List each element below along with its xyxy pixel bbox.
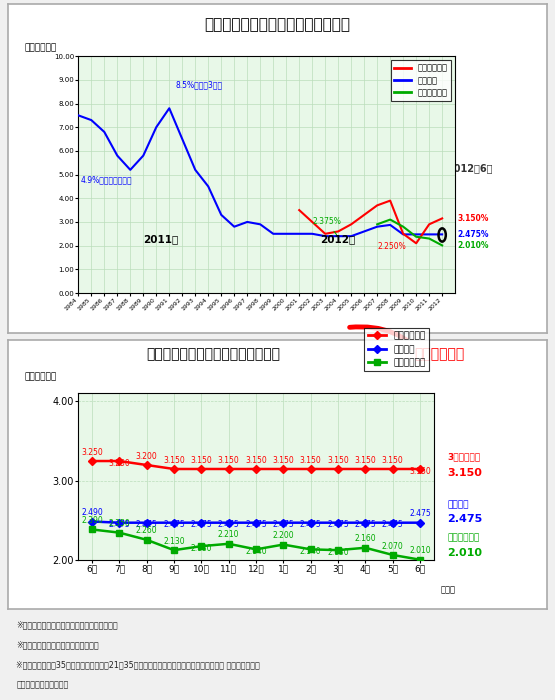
Text: （年率・％）: （年率・％） <box>24 372 57 381</box>
Text: 2.010: 2.010 <box>409 546 431 555</box>
Text: 2.130: 2.130 <box>327 548 349 557</box>
Text: 3.250: 3.250 <box>81 448 103 456</box>
Text: 2.475: 2.475 <box>136 521 158 529</box>
Text: 2.475: 2.475 <box>163 521 185 529</box>
Text: 2.070: 2.070 <box>382 542 403 550</box>
Text: 変動金利: 変動金利 <box>447 500 469 510</box>
Text: 2.375%: 2.375% <box>312 217 341 234</box>
Text: 2.475: 2.475 <box>218 521 240 529</box>
Text: 2.010: 2.010 <box>447 547 482 557</box>
Text: 2.475: 2.475 <box>447 514 482 524</box>
Text: 4.9%（昭和６２年）: 4.9%（昭和６２年） <box>81 175 133 184</box>
Legend: ３年固定金利, 変動金利, フラット３５: ３年固定金利, 変動金利, フラット３５ <box>365 328 429 371</box>
Text: 3.150: 3.150 <box>245 456 267 465</box>
Text: 3.150%: 3.150% <box>458 214 489 223</box>
Text: 2012年6月: 2012年6月 <box>447 163 493 173</box>
Text: ※主要都市銀行における金利を掲載。: ※主要都市銀行における金利を掲載。 <box>17 640 99 650</box>
Text: （年）: （年） <box>441 586 456 594</box>
Text: 3.150: 3.150 <box>300 456 321 465</box>
Text: 民間金融機関の住宅ローン金利推移: 民間金融機関の住宅ローン金利推移 <box>146 348 280 362</box>
Text: 2.475: 2.475 <box>273 521 294 529</box>
Text: 2.260: 2.260 <box>136 526 158 536</box>
Text: 最も多いものを表示。: 最も多いものを表示。 <box>17 680 69 690</box>
Text: 2.490: 2.490 <box>81 508 103 517</box>
Text: 2.475%: 2.475% <box>458 230 490 239</box>
Text: 2.475: 2.475 <box>245 521 267 529</box>
Text: （年率・％）: （年率・％） <box>24 43 57 52</box>
Text: 8.5%（平成3年）: 8.5%（平成3年） <box>176 80 223 90</box>
Text: 2.140: 2.140 <box>245 547 267 556</box>
Text: 2.130: 2.130 <box>163 537 185 546</box>
Text: 2011年: 2011年 <box>143 234 178 244</box>
Text: 2.180: 2.180 <box>190 544 212 553</box>
Text: 2.160: 2.160 <box>355 534 376 543</box>
Text: 3.150: 3.150 <box>355 456 376 465</box>
Text: フラット３５: フラット３５ <box>447 533 480 542</box>
Text: 2.250%: 2.250% <box>377 242 406 251</box>
Text: 2.475: 2.475 <box>108 521 130 529</box>
Text: 2.475: 2.475 <box>382 521 403 529</box>
Text: 3.150: 3.150 <box>382 456 403 465</box>
Legend: ３年固定金利, 変動金利, フラット３５: ３年固定金利, 変動金利, フラット３５ <box>391 60 451 101</box>
Text: 2.210: 2.210 <box>218 531 239 540</box>
Text: 3.150: 3.150 <box>447 468 482 478</box>
Text: 2.390: 2.390 <box>81 516 103 525</box>
Text: 2.140: 2.140 <box>300 547 321 556</box>
Text: （年）: （年） <box>463 345 478 354</box>
Text: 3年固定金利: 3年固定金利 <box>447 453 481 461</box>
Text: 3.150: 3.150 <box>218 456 240 465</box>
Text: 2.475: 2.475 <box>355 521 376 529</box>
Text: 3.150: 3.150 <box>409 467 431 476</box>
Text: 2.475: 2.475 <box>190 521 212 529</box>
Text: 3.250: 3.250 <box>108 458 130 468</box>
Text: ※住宅金融支援機構公表のデータを元に編集。: ※住宅金融支援機構公表のデータを元に編集。 <box>17 620 118 629</box>
Text: 2.010%: 2.010% <box>458 241 490 250</box>
Text: ※最新のフラット35の金利は、返済期間21～35年タイプの金利の内、取り扱い金融機関が 提供する金利で: ※最新のフラット35の金利は、返済期間21～35年タイプの金利の内、取り扱い金融… <box>17 661 260 669</box>
Text: 2012年: 2012年 <box>320 234 356 244</box>
Text: 3.150: 3.150 <box>190 456 212 465</box>
Text: 2.200: 2.200 <box>273 531 294 540</box>
Text: 3.150: 3.150 <box>273 456 294 465</box>
Text: 最近１２ヶ月: 最近１２ヶ月 <box>414 348 464 362</box>
Text: 3.150: 3.150 <box>163 456 185 465</box>
Text: 2.475: 2.475 <box>300 521 321 529</box>
Text: 2.350: 2.350 <box>108 519 130 528</box>
Text: 2.475: 2.475 <box>409 510 431 518</box>
Text: 民間金融機関の住宅ローン金利推移: 民間金融機関の住宅ローン金利推移 <box>204 17 351 32</box>
Text: 3.200: 3.200 <box>136 452 158 461</box>
Text: 2.475: 2.475 <box>327 521 349 529</box>
Text: 3.150: 3.150 <box>327 456 349 465</box>
